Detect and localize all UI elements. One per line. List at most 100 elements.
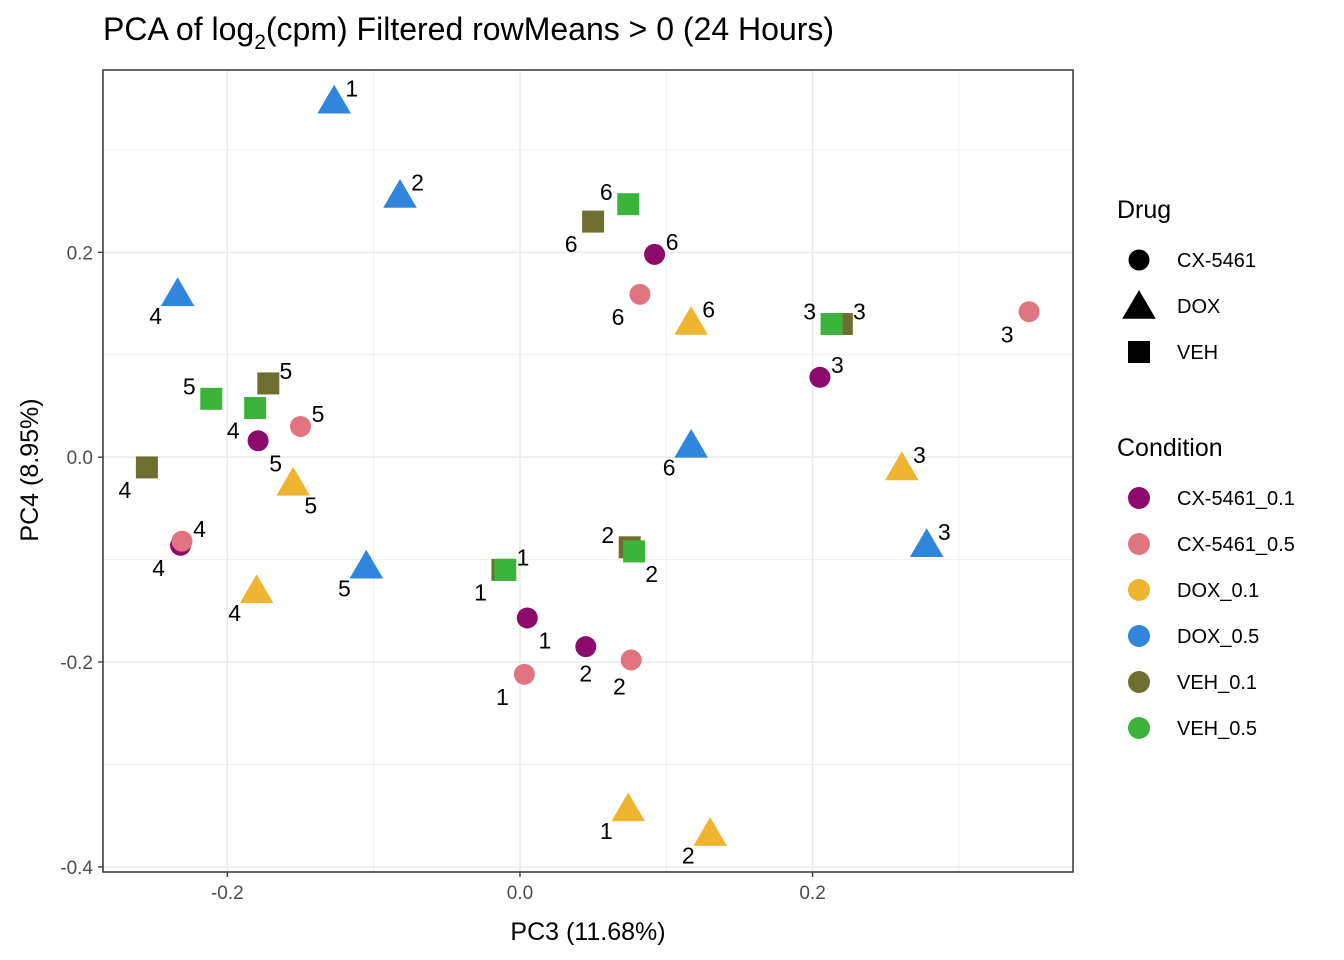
point-label: 1 <box>516 545 529 571</box>
legend-condition-label: CX-5461_0.5 <box>1177 534 1295 556</box>
point-label: 5 <box>312 401 325 427</box>
data-point <box>909 528 944 558</box>
legend-condition-title: Condition <box>1117 434 1223 462</box>
legend-drug-label: DOX <box>1177 296 1220 318</box>
point-label: 4 <box>119 477 132 503</box>
x-tick-label: -0.2 <box>211 883 244 904</box>
data-point <box>317 84 351 114</box>
data-point <box>611 792 646 822</box>
point-label: 1 <box>345 75 358 101</box>
point-label: 3 <box>853 299 866 325</box>
y-axis-title: PC4 (8.95%) <box>16 398 44 541</box>
data-point <box>629 283 651 305</box>
data-point <box>582 210 605 233</box>
panel-border <box>102 69 1074 873</box>
legend-condition-key <box>1128 487 1150 509</box>
point-label: 5 <box>183 373 196 399</box>
data-point <box>674 428 708 458</box>
point-label: 1 <box>496 684 509 710</box>
point-label: 2 <box>579 660 592 686</box>
legend-drug-title: Drug <box>1117 196 1171 224</box>
legend-drug: Drug CX-5461 DOX VEH <box>1117 196 1256 364</box>
point-label: 4 <box>228 600 241 626</box>
point-label: 6 <box>702 297 715 323</box>
point-label: 1 <box>600 818 613 844</box>
point-label: 3 <box>831 352 844 378</box>
point-label: 2 <box>645 561 658 587</box>
data-point <box>239 574 274 604</box>
y-tick-label: 0.0 <box>67 448 93 469</box>
point-label: 5 <box>304 492 317 518</box>
chart-title-rest: (cpm) Filtered rowMeans > 0 (24 Hours) <box>266 11 834 47</box>
chart-title: PCA of log2(cpm) Filtered rowMeans > 0 (… <box>103 11 834 54</box>
legend-condition-key <box>1128 533 1150 555</box>
data-point <box>290 415 312 437</box>
x-tick-label: 0.2 <box>799 883 825 904</box>
data-point <box>623 540 646 563</box>
point-label: 2 <box>411 170 424 196</box>
legend-condition-label: CX-5461_0.1 <box>1177 488 1295 510</box>
point-label: 3 <box>938 519 951 545</box>
point-label: 5 <box>338 575 351 601</box>
legend-drug-key <box>1128 249 1150 271</box>
point-label: 1 <box>474 579 487 605</box>
point-label: 6 <box>666 229 679 255</box>
grid-lines <box>103 70 1073 872</box>
data-point <box>513 663 535 685</box>
data-point <box>885 451 919 481</box>
data-point <box>494 558 517 581</box>
y-tick-label: 0.2 <box>67 243 93 264</box>
data-point <box>516 607 538 629</box>
data-point <box>693 817 727 846</box>
point-label: 3 <box>913 442 926 468</box>
point-label: 5 <box>279 358 292 384</box>
y-tick-label: -0.2 <box>60 653 93 674</box>
data-point <box>160 277 195 307</box>
legend-condition-key <box>1128 717 1150 739</box>
point-label: 5 <box>269 450 282 476</box>
data-point <box>135 456 158 479</box>
data-point <box>617 193 640 216</box>
data-point <box>200 387 223 410</box>
point-labels: 1 2 4 6 3 5 6 3 5 4 1 2 6 3 5 4 1 2 6 3 5 4 1 2 6 3 5 4 1 2 6 3 5 4 1 2 <box>119 75 1014 868</box>
legend-drug-label: CX-5461 <box>1177 250 1256 272</box>
legend-condition-key <box>1128 671 1150 693</box>
x-axis-title: PC3 (11.68%) <box>510 918 665 946</box>
point-label: 4 <box>149 303 162 329</box>
chart-title-main: PCA of log <box>103 11 254 47</box>
data-point <box>575 636 597 658</box>
data-point <box>276 466 310 496</box>
data-point <box>809 366 831 388</box>
point-label: 6 <box>612 304 625 330</box>
data-point <box>820 313 843 336</box>
axis-ticks: -0.2 0.0 0.2 -0.4 -0.2 0.0 0.2 <box>60 243 826 904</box>
point-label: 6 <box>600 179 613 205</box>
legend-condition-label: VEH_0.5 <box>1177 718 1257 740</box>
chart-title-subscript: 2 <box>254 31 266 54</box>
y-tick-label: -0.4 <box>60 858 93 879</box>
legend-drug-key <box>1128 341 1150 363</box>
x-tick-label: 0.0 <box>507 883 533 904</box>
data-point <box>1018 301 1040 323</box>
data-point <box>257 372 280 395</box>
legend-condition-key <box>1128 625 1150 647</box>
data-point <box>620 649 642 671</box>
legend-drug-key <box>1122 290 1156 319</box>
legend-condition: Condition CX-5461_0.1 CX-5461_0.5 DOX_0.1 D… <box>1117 434 1295 740</box>
point-label: 6 <box>565 231 578 257</box>
legend-condition-label: DOX_0.5 <box>1177 626 1259 648</box>
point-label: 4 <box>227 418 240 444</box>
data-points <box>135 84 1040 846</box>
legend-condition-label: VEH_0.1 <box>1177 672 1257 694</box>
data-point <box>244 397 267 420</box>
point-label: 3 <box>1001 321 1014 347</box>
data-point <box>247 430 269 452</box>
point-label: 2 <box>601 522 614 548</box>
data-point <box>171 530 193 552</box>
data-point <box>349 549 384 579</box>
point-label: 2 <box>613 674 626 700</box>
point-label: 1 <box>538 628 551 654</box>
legend-condition-key <box>1128 579 1150 601</box>
data-point <box>674 305 708 335</box>
